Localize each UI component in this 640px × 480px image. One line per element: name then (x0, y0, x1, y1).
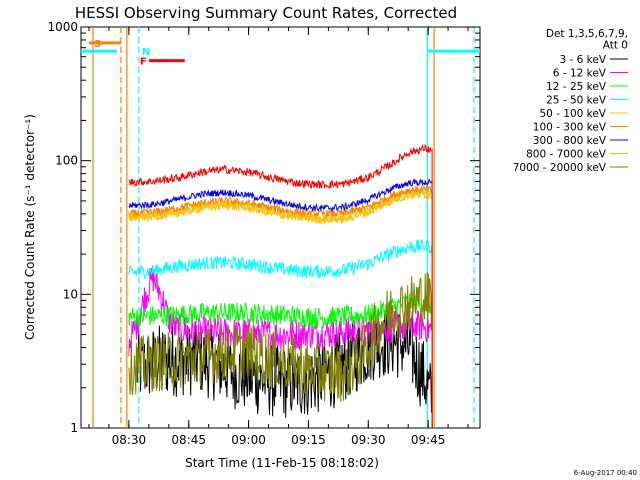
legend-entry-label: 12 - 25 keV (546, 81, 607, 93)
x-tick-label: 09:00 (231, 433, 266, 447)
flag-label: N (142, 47, 150, 58)
series-line-100-300-kev (128, 185, 433, 428)
x-tick-label: 09:30 (351, 433, 386, 447)
legend-entry-label: 25 - 50 keV (546, 95, 607, 107)
legend-entry-label: 7000 - 20000 keV (513, 162, 607, 174)
x-tick-label: 09:45 (411, 433, 446, 447)
series-line-25-50-kev (128, 239, 433, 428)
y-axis-label: Corrected Count Rate (s⁻¹ detector⁻¹) (23, 114, 37, 340)
x-axis-ticks: 08:30 08:45 09:00 09:15 09:30 09:45 (88, 27, 469, 447)
legend-entry-label: 3 - 6 keV (559, 54, 606, 66)
legend-title: Det 1,3,5,6,7,9, (546, 28, 628, 40)
series-line-800-7000-kev (128, 190, 433, 428)
series-line-flare (128, 143, 433, 428)
x-axis-label: Start Time (11-Feb-15 08:18:02) (185, 456, 379, 470)
flag-label: S (94, 39, 101, 50)
x-tick-label: 08:45 (171, 433, 206, 447)
x-tick-label: 09:15 (291, 433, 326, 447)
plot-frame (80, 26, 481, 429)
series-line-6-12-kev (128, 265, 433, 428)
legend-entry-label: 300 - 800 keV (533, 135, 607, 147)
y-tick-label: 1000 (47, 20, 78, 34)
series-line-300-800-kev (128, 178, 433, 428)
legend-title: Att 0 (603, 40, 628, 52)
generation-timestamp: 6-Aug-2017 00:40 (574, 469, 637, 477)
legend-entry-label: 800 - 7000 keV (526, 149, 607, 161)
legend-entry-label: 6 - 12 keV (553, 68, 607, 80)
legend-entry-label: 100 - 300 keV (533, 122, 607, 134)
legend-entry-label: 50 - 100 keV (539, 108, 606, 120)
series-lines (128, 143, 433, 428)
chart-title: HESSI Observing Summary Count Rates, Cor… (75, 4, 457, 22)
y-axis-ticks: 1 10 100 1000 (47, 20, 480, 435)
y-tick-label: 10 (63, 287, 78, 301)
series-line-3-6-kev (136, 306, 433, 428)
flag-label: F (140, 57, 147, 68)
series-line-7000-20000-kev (128, 271, 433, 428)
y-tick-label: 1 (70, 421, 78, 435)
series-line-12-25-kev (128, 292, 433, 428)
x-tick-label: 08:30 (112, 433, 147, 447)
legend: Det 1,3,5,6,7,9,Att 0 3 - 6 keV 6 - 12 keV… (513, 28, 628, 174)
plot-area: S NF 1 10 100 1000 08:30 08:45 09:00 09:15 09:30… (47, 20, 481, 447)
flag-bars: S NF (81, 39, 480, 68)
y-tick-label: 100 (55, 154, 78, 168)
